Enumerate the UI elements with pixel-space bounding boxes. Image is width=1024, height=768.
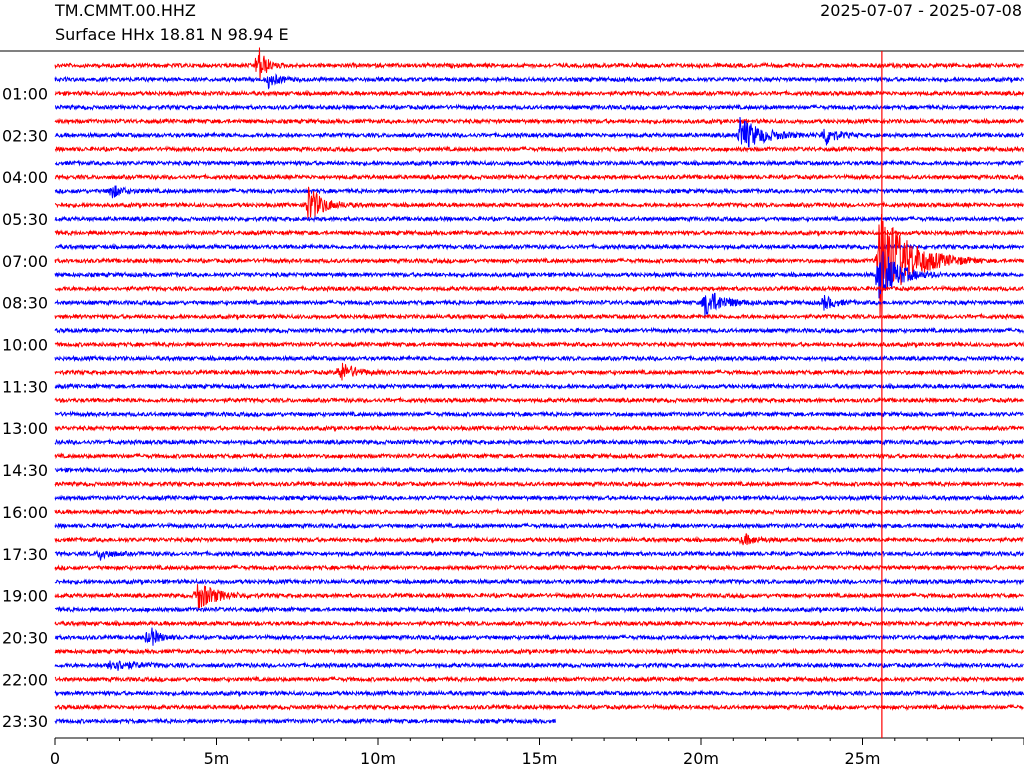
trace-row: [54, 424, 1024, 433]
trace-row: [54, 382, 1024, 391]
trace-row: [54, 116, 1024, 148]
y-tick-label: 22:00: [2, 670, 48, 689]
trace-row: [54, 47, 1024, 81]
y-tick-label: 17:30: [2, 545, 48, 564]
trace-row: [54, 362, 1024, 381]
trace-row: [54, 186, 1024, 220]
trace-row: [55, 103, 1024, 112]
trace-row: [54, 228, 1024, 237]
x-tick-label: 5m: [204, 749, 230, 768]
trace-row: [54, 185, 1024, 199]
trace-row: [54, 292, 1024, 319]
trace-row: [54, 410, 1024, 419]
trace-row: [54, 549, 1024, 561]
y-tick-label: 07:00: [2, 252, 48, 271]
trace-row: [54, 251, 1024, 299]
trace-row: [54, 354, 1024, 363]
trace-row: [54, 452, 1024, 460]
trace-row: [54, 533, 1024, 546]
trace-row: [54, 507, 1024, 516]
y-tick-label: 13:00: [2, 419, 48, 438]
trace-row: [54, 312, 1024, 321]
trace-row: [54, 284, 1024, 293]
trace-row: [54, 563, 1024, 572]
trace-row: [54, 689, 1024, 698]
channel-location-label: Surface HHx 18.81 N 98.94 E: [55, 25, 289, 44]
x-tick-label: 25m: [845, 749, 881, 768]
station-title: TM.CMMT.00.HHZ: [55, 1, 196, 20]
y-tick-label: 04:00: [2, 168, 48, 187]
trace-row: [54, 172, 1024, 182]
y-tick-label: 08:30: [2, 294, 48, 313]
trace-row: [54, 584, 1024, 611]
trace-row: [54, 215, 1024, 223]
trace-row: [54, 159, 1024, 168]
trace-row: [54, 717, 556, 726]
trace-row: [54, 619, 1024, 628]
date-range-label: 2025-07-07 - 2025-07-08: [820, 1, 1022, 20]
trace-row: [54, 242, 1024, 251]
x-tick-label: 15m: [522, 749, 558, 768]
trace-row: [54, 145, 1024, 154]
trace-row: [54, 703, 1024, 712]
trace-row: [54, 117, 1024, 126]
trace-row: [54, 493, 1024, 502]
y-tick-label: 14:30: [2, 461, 48, 480]
trace-row: [54, 214, 1024, 319]
trace-row: [54, 480, 1024, 489]
trace-row: [54, 396, 1024, 405]
y-tick-label: 11:30: [2, 377, 48, 396]
trace-row: [54, 438, 1024, 447]
trace-row: [54, 627, 1024, 646]
trace-row: [54, 605, 1024, 614]
trace-row: [54, 340, 1024, 349]
trace-row: [54, 521, 1024, 530]
trace-row: [54, 73, 1024, 90]
trace-row: [54, 465, 1024, 474]
y-tick-label: 10:00: [2, 336, 48, 355]
trace-row: [54, 326, 1024, 335]
x-tick-label: 10m: [360, 749, 396, 768]
x-tick-label: 0: [50, 749, 60, 768]
y-tick-label: 23:30: [2, 712, 48, 731]
trace-row: [54, 647, 1024, 656]
trace-row: [54, 660, 1024, 671]
y-tick-label: 16:00: [2, 503, 48, 522]
y-tick-label: 05:30: [2, 210, 48, 229]
y-tick-label: 20:30: [2, 628, 48, 647]
y-tick-label: 02:30: [2, 126, 48, 145]
x-tick-label: 20m: [683, 749, 719, 768]
trace-row: [54, 675, 1024, 684]
y-tick-label: 01:00: [2, 84, 48, 103]
trace-row: [54, 89, 1024, 98]
y-tick-label: 19:00: [2, 587, 48, 606]
trace-row: [54, 577, 1024, 586]
